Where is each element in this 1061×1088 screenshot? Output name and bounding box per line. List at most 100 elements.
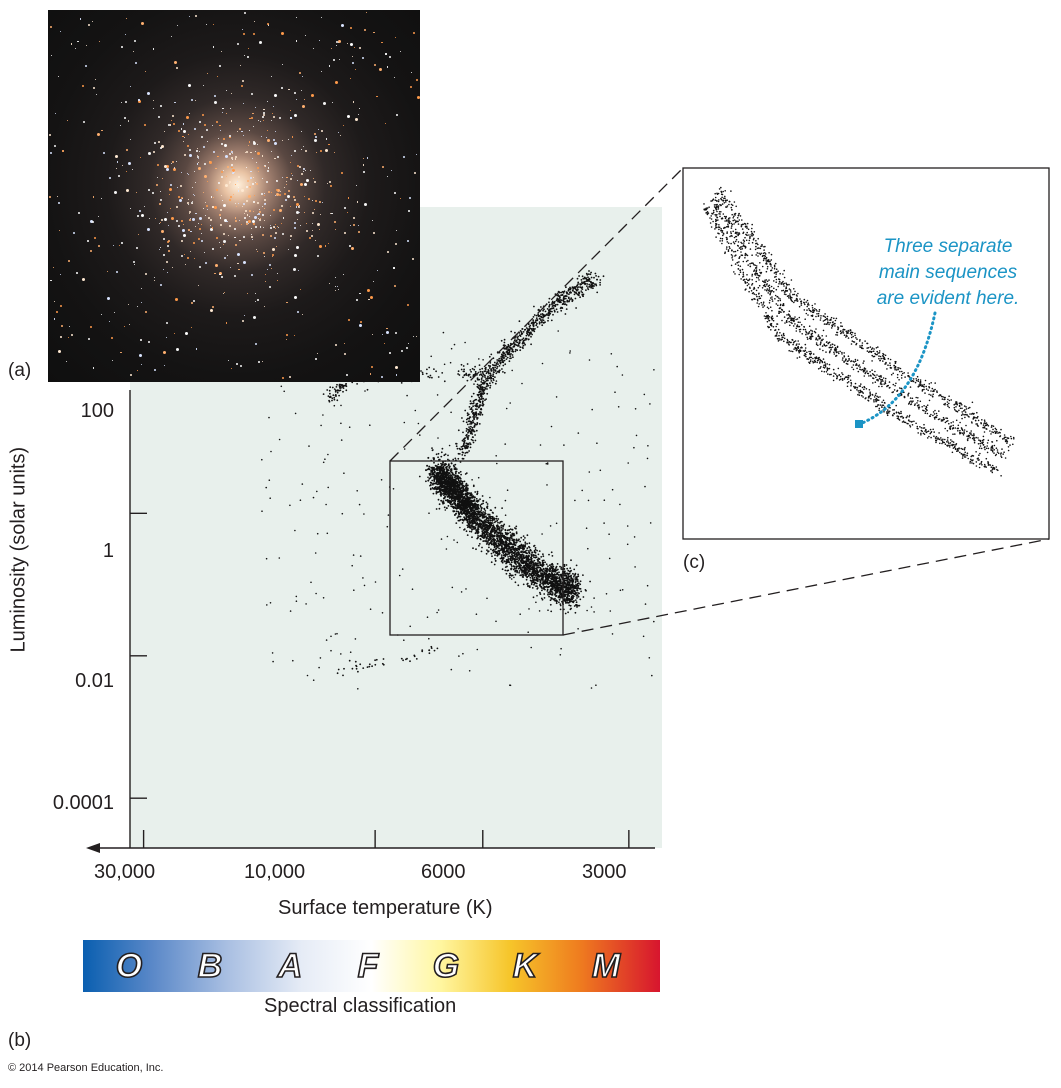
- star-turnoff: [460, 490, 463, 493]
- star-main-sequence: [517, 548, 520, 551]
- star-main-sequence: [548, 570, 551, 573]
- star-main-sequence: [505, 558, 508, 561]
- star-red-giant: [575, 288, 577, 291]
- star-main-sequence: [563, 577, 566, 580]
- star-main-sequence: [493, 563, 496, 566]
- star-main-sequence: [500, 554, 503, 556]
- star-red-giant: [478, 398, 481, 400]
- star-main-sequence: [531, 587, 534, 589]
- star-main-sequence: [489, 521, 491, 524]
- star-field: [596, 442, 598, 445]
- star-main-sequence: [516, 569, 518, 572]
- star-white-dwarf: [421, 649, 424, 651]
- star-horizontal-branch: [469, 369, 472, 371]
- star-main-sequence: [539, 561, 541, 564]
- star-field: [325, 503, 327, 506]
- star-white-dwarf: [368, 665, 371, 668]
- star-field: [581, 489, 583, 492]
- star-main-sequence: [448, 463, 450, 466]
- star-field: [340, 385, 343, 387]
- star-field: [559, 654, 562, 656]
- star-red-giant: [475, 403, 478, 405]
- star-turnoff: [435, 481, 438, 484]
- star-red-giant: [514, 350, 517, 353]
- star-main-sequence: [535, 582, 538, 585]
- star-red-giant: [582, 277, 585, 280]
- star-turnoff: [462, 500, 465, 503]
- star-main-sequence: [481, 517, 484, 519]
- star-red-giant: [508, 360, 511, 363]
- star-red-giant: [532, 324, 534, 326]
- star-main-sequence: [571, 579, 574, 581]
- star-main-sequence: [469, 494, 472, 497]
- star-red-giant: [460, 446, 463, 448]
- star-field: [351, 564, 354, 567]
- star-field: [633, 536, 636, 538]
- star-main-sequence: [574, 611, 577, 614]
- star-turnoff: [451, 497, 454, 500]
- star-field: [450, 411, 452, 414]
- star-horizontal-branch: [427, 375, 430, 378]
- star-red-giant: [468, 450, 470, 452]
- star-red-giant: [546, 308, 549, 310]
- star-main-sequence: [457, 515, 460, 517]
- star-main-sequence: [556, 572, 558, 575]
- star-horizontal-branch: [479, 368, 481, 371]
- star-main-sequence: [502, 528, 504, 530]
- star-main-sequence: [534, 581, 537, 584]
- star-main-sequence: [508, 552, 511, 555]
- star-main-sequence: [558, 594, 561, 597]
- star-main-sequence: [494, 554, 496, 556]
- star-horizontal-branch: [326, 389, 329, 391]
- star-red-giant: [483, 381, 485, 384]
- star-main-sequence: [472, 528, 475, 530]
- star-main-sequence: [519, 564, 522, 567]
- star-red-giant: [474, 434, 476, 436]
- star-red-giant: [499, 360, 502, 362]
- star-main-sequence: [513, 559, 516, 561]
- star-field: [482, 359, 484, 361]
- star-turnoff: [466, 491, 469, 494]
- star-main-sequence: [530, 566, 533, 569]
- star-main-sequence: [507, 556, 509, 558]
- star-turnoff: [449, 482, 452, 484]
- star-main-sequence: [550, 575, 552, 578]
- star-turnoff: [464, 489, 467, 492]
- star-red-giant: [500, 357, 503, 360]
- star-main-sequence: [500, 529, 503, 532]
- star-turnoff: [467, 510, 470, 513]
- star-main-sequence: [527, 567, 530, 570]
- star-horizontal-branch: [474, 365, 476, 368]
- star-main-sequence: [576, 578, 579, 581]
- star-main-sequence: [481, 520, 484, 523]
- star-field: [327, 453, 329, 456]
- star-horizontal-branch: [435, 370, 437, 373]
- star-red-giant: [489, 362, 492, 364]
- star-main-sequence: [541, 589, 543, 592]
- star-turnoff: [448, 493, 451, 496]
- star-field: [261, 458, 263, 461]
- star-main-sequence: [564, 600, 567, 603]
- star-horizontal-branch: [336, 399, 339, 402]
- star-red-giant: [566, 292, 568, 295]
- star-turnoff: [468, 504, 471, 507]
- star-field: [449, 361, 452, 364]
- star-main-sequence: [549, 599, 552, 602]
- star-main-sequence: [513, 567, 516, 570]
- star-red-giant: [586, 285, 588, 287]
- star-main-sequence: [443, 506, 446, 509]
- star-main-sequence: [558, 577, 561, 579]
- star-horizontal-branch: [328, 389, 331, 392]
- star-turnoff: [481, 514, 484, 517]
- star-main-sequence: [573, 568, 576, 571]
- star-red-giant: [464, 409, 467, 412]
- star-red-giant: [496, 361, 499, 363]
- star-field: [544, 573, 547, 575]
- star-horizontal-branch: [333, 398, 336, 401]
- star-field: [539, 444, 542, 446]
- star-red-giant: [478, 400, 481, 403]
- star-main-sequence: [574, 599, 577, 601]
- star-red-giant: [464, 454, 466, 457]
- star-red-giant: [543, 322, 545, 324]
- star-main-sequence: [546, 574, 549, 577]
